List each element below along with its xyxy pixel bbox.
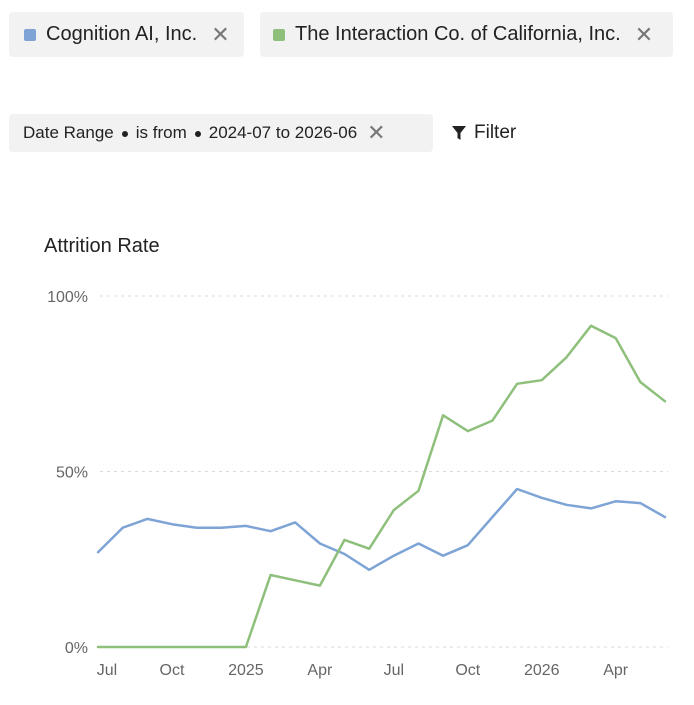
date-range-field: Date Range	[23, 123, 114, 142]
x-tick-label: Jul	[384, 662, 404, 679]
close-icon[interactable]: ✕	[367, 120, 386, 145]
series-line-1	[96, 324, 667, 649]
y-tick-label: 100%	[47, 289, 88, 306]
series-swatch	[24, 28, 36, 41]
x-tick-label: Jul	[97, 662, 117, 679]
date-range-connector: to	[275, 123, 291, 142]
company-chip-label: The Interaction Co. of California, Inc.	[295, 23, 621, 45]
x-tick-label: Oct	[160, 662, 185, 679]
x-tick-label: Oct	[455, 662, 480, 679]
x-tick-label: Apr	[307, 662, 333, 679]
filter-button[interactable]: Filter	[452, 120, 516, 146]
date-range-operator: is from	[135, 123, 187, 142]
x-axis-tick-labels: Jul Oct 2025 Apr Jul Oct 2026 Apr	[97, 662, 629, 679]
y-axis-tick-labels: 0% 50% 100%	[47, 289, 88, 657]
date-range-filter-chip[interactable]: Date Range is from 2024-07 to 2026-06 ✕	[9, 114, 433, 152]
series-line-0	[96, 487, 667, 572]
company-chip-label: Cognition AI, Inc.	[46, 23, 198, 45]
grid-lines	[100, 295, 668, 648]
chart-title: Attrition Rate	[44, 235, 160, 257]
line-chart: 0% 50% 100% Jul Oct 2025 Apr Jul Oct 2026 Apr	[47, 289, 668, 679]
company-chip-cognition: Cognition AI, Inc. ✕	[9, 12, 244, 57]
x-tick-label: Apr	[603, 662, 629, 679]
filter-button-label: Filter	[474, 122, 517, 143]
funnel-icon	[452, 125, 466, 140]
separator-dot-icon	[194, 130, 201, 137]
date-range-from: 2024-07	[208, 123, 272, 142]
series-swatch	[273, 28, 285, 41]
date-range-label: Date Range is from 2024-07 to 2026-06	[23, 123, 357, 143]
y-tick-label: 0%	[65, 640, 88, 657]
company-chip-interaction: The Interaction Co. of California, Inc. …	[260, 12, 673, 57]
x-tick-label: 2025	[228, 662, 264, 679]
series-lines	[96, 324, 667, 649]
x-tick-label: 2026	[524, 662, 560, 679]
close-icon[interactable]: ✕	[211, 21, 230, 47]
date-range-to: 2026-06	[294, 123, 358, 142]
y-tick-label: 50%	[56, 465, 88, 482]
separator-dot-icon	[121, 130, 128, 137]
close-icon[interactable]: ✕	[634, 21, 654, 47]
